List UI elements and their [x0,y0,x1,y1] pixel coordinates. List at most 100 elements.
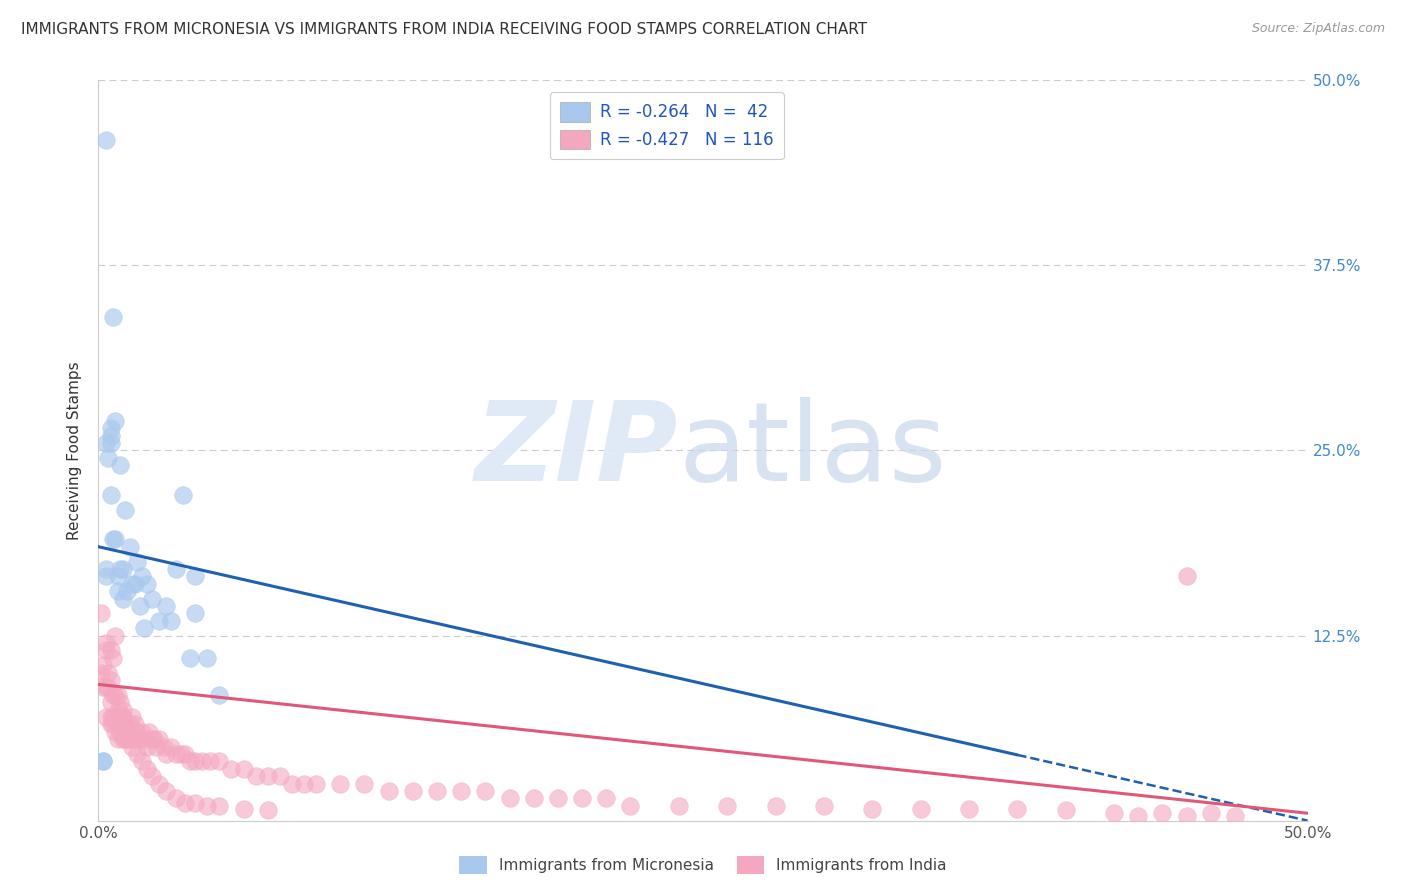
Point [195,798,218,813]
Point [160,739,183,754]
Point [1223,809,1246,823]
Point [155,784,177,798]
Point [100,717,122,731]
Point [208,688,231,702]
Point [1054,803,1077,817]
Point [94,569,117,583]
Point [169,747,191,761]
Point [118,732,141,747]
Point [111,732,134,747]
Point [97,665,120,680]
Point [131,755,153,769]
Point [191,755,214,769]
Point [101,710,124,724]
Text: IMMIGRANTS FROM MICRONESIA VS IMMIGRANTS FROM INDIA RECEIVING FOOD STAMPS CORREL: IMMIGRANTS FROM MICRONESIA VS IMMIGRANTS… [21,22,868,37]
Point [127,555,149,569]
Point [148,732,170,747]
Point [547,791,569,805]
Point [97,450,120,465]
Point [117,724,139,739]
Point [155,599,177,613]
Point [135,739,157,754]
Point [94,636,117,650]
Point [100,643,122,657]
Point [668,798,690,813]
Point [198,755,221,769]
Point [152,739,174,754]
Point [108,717,131,731]
Point [101,310,124,325]
Point [450,784,472,798]
Point [245,769,267,783]
Text: atlas: atlas [679,397,948,504]
Point [141,769,163,783]
Point [104,628,127,642]
Point [118,717,141,731]
Point [174,747,197,761]
Point [107,688,129,702]
Point [523,791,546,805]
Point [114,502,136,516]
Point [221,762,243,776]
Point [94,710,117,724]
Point [1128,809,1150,823]
Point [131,569,153,583]
Point [957,802,980,816]
Point [143,732,166,747]
Point [104,414,127,428]
Point [1152,806,1174,821]
Point [101,650,124,665]
Point [1175,809,1198,823]
Point [165,562,187,576]
Point [145,739,167,754]
Point [111,591,134,606]
Point [101,717,124,731]
Point [256,803,278,817]
Point [184,796,207,810]
Point [329,776,352,791]
Point [148,614,170,628]
Point [100,428,122,442]
Point [281,776,304,791]
Point [155,747,177,761]
Point [100,695,122,709]
Point [101,688,124,702]
Point [426,784,449,798]
Point [100,710,122,724]
Point [127,747,149,761]
Point [765,798,787,813]
Point [117,724,139,739]
Point [813,798,835,813]
Point [128,599,150,613]
Text: Source: ZipAtlas.com: Source: ZipAtlas.com [1251,22,1385,36]
Point [118,540,141,554]
Point [114,717,136,731]
Point [716,798,738,813]
Point [232,762,254,776]
Point [100,421,122,435]
Point [107,717,129,731]
Point [91,755,114,769]
Point [108,562,131,576]
Point [179,650,201,665]
Point [100,488,122,502]
Point [860,802,883,816]
Point [94,562,117,576]
Point [94,436,117,450]
Point [104,724,127,739]
Point [94,132,117,146]
Point [114,732,136,747]
Legend: Immigrants from Micronesia, Immigrants from India: Immigrants from Micronesia, Immigrants f… [453,850,953,880]
Point [107,569,129,583]
Point [134,621,156,635]
Point [148,776,170,791]
Point [232,802,254,816]
Point [910,802,932,816]
Point [1175,569,1198,583]
Point [292,776,315,791]
Point [108,724,131,739]
Point [91,755,114,769]
Point [305,776,328,791]
Point [184,569,207,583]
Point [269,769,291,783]
